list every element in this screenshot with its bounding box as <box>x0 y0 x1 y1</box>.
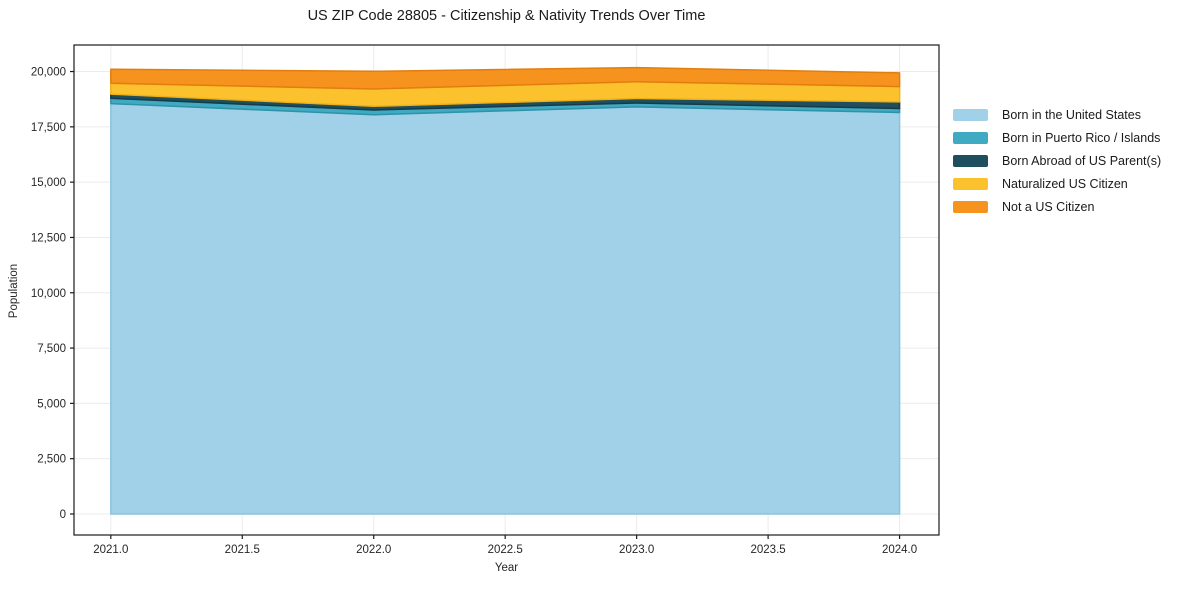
x-tick-label: 2023.0 <box>619 544 654 556</box>
y-tick-label: 12,500 <box>31 232 66 244</box>
legend-label: Naturalized US Citizen <box>1002 177 1128 191</box>
x-tick-label: 2023.5 <box>751 544 786 556</box>
x-axis-label: Year <box>494 562 519 574</box>
legend: Born in the United States Born in Puerto … <box>953 108 1161 214</box>
y-tick-label: 2,500 <box>37 454 66 466</box>
legend-label: Born Abroad of US Parent(s) <box>1002 154 1162 168</box>
y-tick-label: 20,000 <box>31 67 66 79</box>
x-tick-label: 2022.5 <box>488 544 523 556</box>
y-tick-label: 15,000 <box>31 177 66 189</box>
legend-swatch-icon <box>953 155 988 167</box>
area-series <box>110 66 901 90</box>
y-tick-label: 7,500 <box>37 343 66 355</box>
plot-border <box>73 44 940 536</box>
legend-label: Born in the United States <box>1002 108 1141 122</box>
legend-item: Naturalized US Citizen <box>953 177 1161 191</box>
x-tick-label: 2024.0 <box>882 544 917 556</box>
legend-item: Born in Puerto Rico / Islands <box>953 131 1161 145</box>
legend-label: Not a US Citizen <box>1002 200 1095 214</box>
legend-item: Born in the United States <box>953 108 1161 122</box>
x-tick-label: 2021.0 <box>93 544 128 556</box>
legend-label: Born in Puerto Rico / Islands <box>1002 131 1161 145</box>
x-tick-label: 2021.5 <box>225 544 260 556</box>
legend-swatch-icon <box>953 178 988 190</box>
x-tick-label: 2022.0 <box>356 544 391 556</box>
y-tick-label: 5,000 <box>37 398 66 410</box>
y-tick-label: 17,500 <box>31 122 66 134</box>
legend-item: Born Abroad of US Parent(s) <box>953 154 1161 168</box>
legend-swatch-icon <box>953 109 988 121</box>
y-axis-label: Population <box>8 263 20 319</box>
legend-item: Not a US Citizen <box>953 200 1161 214</box>
area-series <box>110 102 901 515</box>
legend-swatch-icon <box>953 201 988 213</box>
y-tick-label: 0 <box>60 509 66 521</box>
legend-swatch-icon <box>953 132 988 144</box>
chart-title: US ZIP Code 28805 - Citizenship & Nativi… <box>307 8 706 24</box>
y-tick-label: 10,000 <box>31 288 66 300</box>
